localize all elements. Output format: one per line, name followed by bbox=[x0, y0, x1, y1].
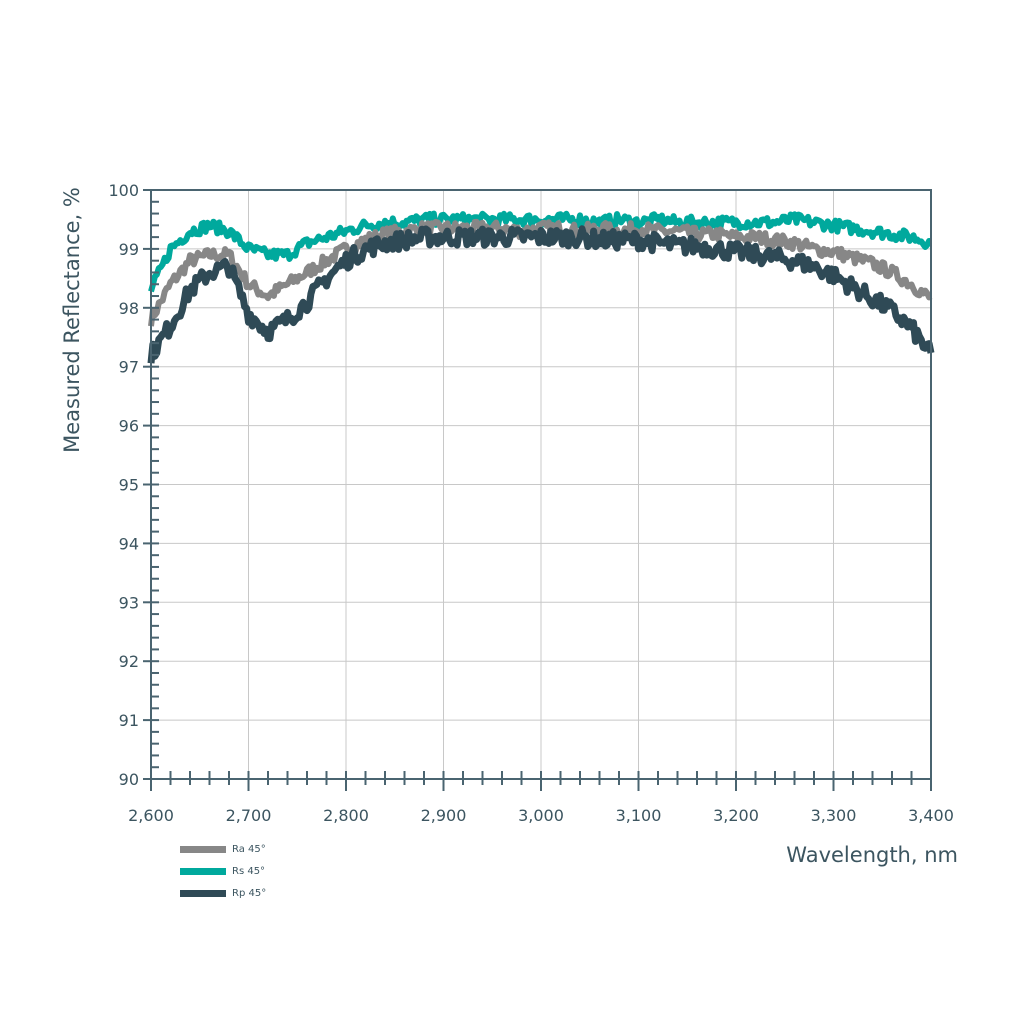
axes bbox=[143, 189, 932, 791]
x-axis-title: Wavelength, nm bbox=[786, 843, 958, 867]
x-tick-label: 2,800 bbox=[323, 806, 369, 825]
y-tick-label: 95 bbox=[119, 476, 139, 495]
y-tick-label: 90 bbox=[119, 770, 139, 789]
legend-label: Rs 45° bbox=[232, 865, 266, 877]
legend-label: Ra 45° bbox=[232, 843, 266, 855]
legend-swatch-rs bbox=[180, 867, 226, 875]
x-tick-label: 2,900 bbox=[421, 806, 467, 825]
y-tick-label: 98 bbox=[119, 299, 139, 318]
series-line-rp bbox=[147, 225, 935, 364]
x-tick-label: 3,200 bbox=[713, 806, 759, 825]
legend-swatch-ra bbox=[180, 845, 226, 853]
y-tick-label: 100 bbox=[108, 181, 139, 200]
y-axis-title: Measured Reflectance, % bbox=[60, 187, 84, 453]
series-line-ra bbox=[148, 218, 933, 327]
y-tick-label: 99 bbox=[119, 240, 139, 259]
x-tick-label: 3,000 bbox=[518, 806, 564, 825]
x-tick-label: 3,400 bbox=[908, 806, 954, 825]
y-tick-label: 91 bbox=[119, 711, 139, 730]
x-tick-label: 3,300 bbox=[811, 806, 857, 825]
y-tick-label: 97 bbox=[119, 358, 139, 377]
x-tick-label: 2,700 bbox=[226, 806, 272, 825]
legend: Ra 45° Rs 45° Rp 45° bbox=[180, 838, 266, 904]
data-series bbox=[147, 210, 935, 364]
y-tick-label: 94 bbox=[119, 534, 139, 553]
x-tick-label: 3,100 bbox=[616, 806, 662, 825]
y-tick-label: 93 bbox=[119, 593, 139, 612]
legend-swatch-rp bbox=[180, 889, 226, 897]
legend-label: Rp 45° bbox=[232, 887, 267, 899]
grid-lines bbox=[150, 189, 932, 780]
legend-item-ra: Ra 45° bbox=[180, 838, 266, 860]
y-tick-label: 92 bbox=[119, 652, 139, 671]
x-tick-label: 2,600 bbox=[128, 806, 174, 825]
legend-item-rs: Rs 45° bbox=[180, 860, 266, 882]
tick-labels: 90 91 92 93 94 95 96 97 98 99 100 2,600 2,700 2,800 2,… bbox=[108, 181, 953, 825]
legend-item-rp: Rp 45° bbox=[180, 882, 266, 904]
y-tick-label: 96 bbox=[119, 417, 139, 436]
